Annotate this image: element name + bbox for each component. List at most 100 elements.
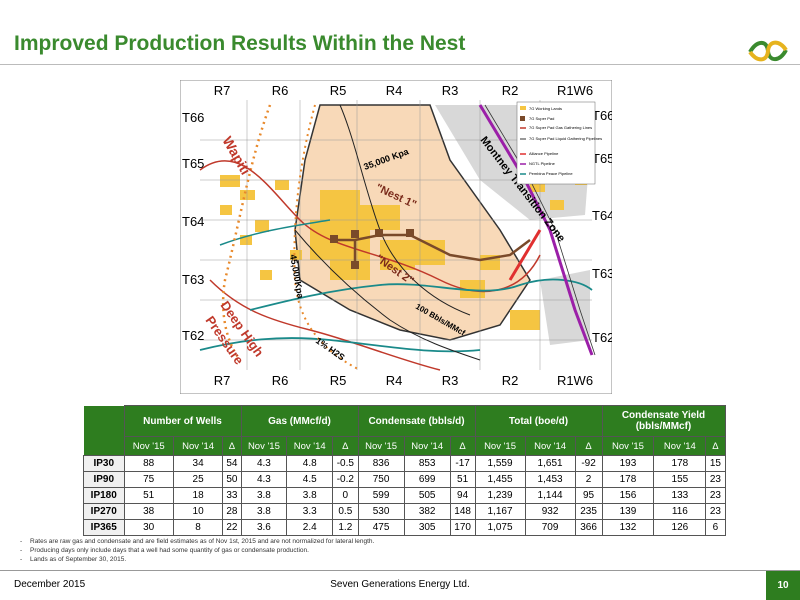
table-cell: 3.8 xyxy=(240,503,288,520)
table-cell: 1,167 xyxy=(474,503,526,520)
table-cell: 126 xyxy=(653,519,707,536)
table-row: IP365 30 8 22 3.6 2.4 1.2 475 305 170 1,075 709 366 1… xyxy=(83,519,726,536)
table-cell: 3.6 xyxy=(240,519,288,536)
subheader-cell: Nov '14 xyxy=(172,436,224,456)
table-cell: 50 xyxy=(222,471,242,488)
table-cell: 95 xyxy=(574,487,603,504)
table-cell: 4.8 xyxy=(286,455,334,472)
subheader-cell: Nov '14 xyxy=(286,436,334,456)
table-cell: 170 xyxy=(449,519,476,536)
table-cell: -17 xyxy=(449,455,476,472)
table-cell: 38 xyxy=(123,503,174,520)
range-bottom-4: R4 xyxy=(386,373,403,388)
legend-pembina: Pembina Peace Pipeline xyxy=(529,171,573,176)
footnote-2: Producing days only include days that a … xyxy=(20,546,374,555)
table-cell: 0 xyxy=(332,487,359,504)
production-map: R7 R6 R5 R4 R3 R2 R1W6 R7 R6 R5 R4 R3 R2… xyxy=(180,80,612,394)
township-right-3: T64 xyxy=(592,208,612,223)
table-cell: -0.2 xyxy=(332,471,359,488)
table-cell: 94 xyxy=(449,487,476,504)
table-cell: 699 xyxy=(403,471,451,488)
table-cell: 4.3 xyxy=(240,471,288,488)
corner-cell xyxy=(83,436,124,456)
table-cell: 8 xyxy=(172,519,224,536)
footnote-1: Rates are raw gas and condensate and are… xyxy=(20,537,374,546)
table-cell: 132 xyxy=(601,519,655,536)
table-cell: 51 xyxy=(123,487,174,504)
subheader-cell: Nov '15 xyxy=(123,436,174,456)
township-left-2: T65 xyxy=(182,156,204,171)
township-left-1: T66 xyxy=(182,110,204,125)
page-title: Improved Production Results Within the N… xyxy=(14,32,466,55)
subheader-cell: Δ xyxy=(705,436,726,456)
table-cell: 1,455 xyxy=(474,471,526,488)
table-cell: 133 xyxy=(653,487,707,504)
table-cell: 505 xyxy=(403,487,451,504)
corner-cell xyxy=(83,405,124,437)
table-cell: 34 xyxy=(172,455,224,472)
table-cell: 4.5 xyxy=(286,471,334,488)
table-cell: 15 xyxy=(705,455,726,472)
table-cell: 1,075 xyxy=(474,519,526,536)
subheader-cell: Nov '14 xyxy=(653,436,707,456)
table-cell: -92 xyxy=(574,455,603,472)
range-bottom-6: R2 xyxy=(502,373,519,388)
legend-lands: 7G Working Lands xyxy=(529,106,562,111)
group-header-total: Total (boe/d) xyxy=(474,405,603,437)
table-cell: -0.5 xyxy=(332,455,359,472)
row-label: IP270 xyxy=(83,503,125,520)
table-cell: 3.8 xyxy=(240,487,288,504)
table-cell: 366 xyxy=(574,519,603,536)
row-label: IP365 xyxy=(83,519,125,536)
table-cell: 23 xyxy=(705,487,726,504)
production-table: Number of Wells Gas (MMcf/d) Condensate … xyxy=(83,405,726,536)
subheader-cell: Δ xyxy=(574,436,603,456)
range-bottom-2: R6 xyxy=(272,373,289,388)
table-cell: 2 xyxy=(574,471,603,488)
range-top-7: R1W6 xyxy=(557,83,593,98)
range-top-6: R2 xyxy=(502,83,519,98)
table-cell: 178 xyxy=(601,471,655,488)
group-header-yield: Condensate Yield (bbls/MMcf) xyxy=(601,405,726,437)
table-cell: 88 xyxy=(123,455,174,472)
legend-gas-lines: 7G Super Pad Gas Gathering Lines xyxy=(529,125,592,130)
table-cell: 156 xyxy=(601,487,655,504)
table-cell: 25 xyxy=(172,471,224,488)
township-right-4: T63 xyxy=(592,266,612,281)
table-cell: 33 xyxy=(222,487,242,504)
row-label: IP30 xyxy=(83,455,125,472)
subheader-row: Nov '15 Nov '14 Δ Nov '15 Nov '14 Δ Nov '15 Nov… xyxy=(83,436,726,456)
legend-liquid-lines: 7G Super Pad Liquid Gathering Pipelines xyxy=(529,136,602,141)
footnotes: Rates are raw gas and condensate and are… xyxy=(20,537,374,564)
subheader-cell: Nov '15 xyxy=(601,436,655,456)
title-divider xyxy=(0,64,800,65)
subheader-cell: Nov '15 xyxy=(474,436,526,456)
legend-pad: 7G Super Pad xyxy=(529,116,554,121)
legend-ngtl: NGTL Pipeline xyxy=(529,161,556,166)
range-bottom-5: R3 xyxy=(442,373,459,388)
table-cell: 932 xyxy=(524,503,576,520)
map-area xyxy=(199,100,596,371)
range-top-2: R6 xyxy=(272,83,289,98)
township-left-5: T62 xyxy=(182,328,204,343)
table-cell: 116 xyxy=(653,503,707,520)
company-logo xyxy=(748,40,788,62)
table-cell: 853 xyxy=(403,455,451,472)
table-cell: 1,239 xyxy=(474,487,526,504)
group-header-wells: Number of Wells xyxy=(123,405,242,437)
subheader-cell: Δ xyxy=(332,436,359,456)
township-right-2: T65 xyxy=(592,151,612,166)
table-cell: 3.8 xyxy=(286,487,334,504)
group-header-condensate: Condensate (bbls/d) xyxy=(357,405,476,437)
table-cell: 148 xyxy=(449,503,476,520)
table-cell: 1,651 xyxy=(524,455,576,472)
table-cell: 1,559 xyxy=(474,455,526,472)
table-cell: 750 xyxy=(357,471,405,488)
table-cell: 475 xyxy=(357,519,405,536)
table-cell: 75 xyxy=(123,471,174,488)
group-header-gas: Gas (MMcf/d) xyxy=(240,405,359,437)
table-cell: 22 xyxy=(222,519,242,536)
table-cell: 51 xyxy=(449,471,476,488)
subheader-cell: Nov '14 xyxy=(524,436,576,456)
map-legend: 7G Working Lands 7G Super Pad 7G Super P… xyxy=(516,101,602,185)
